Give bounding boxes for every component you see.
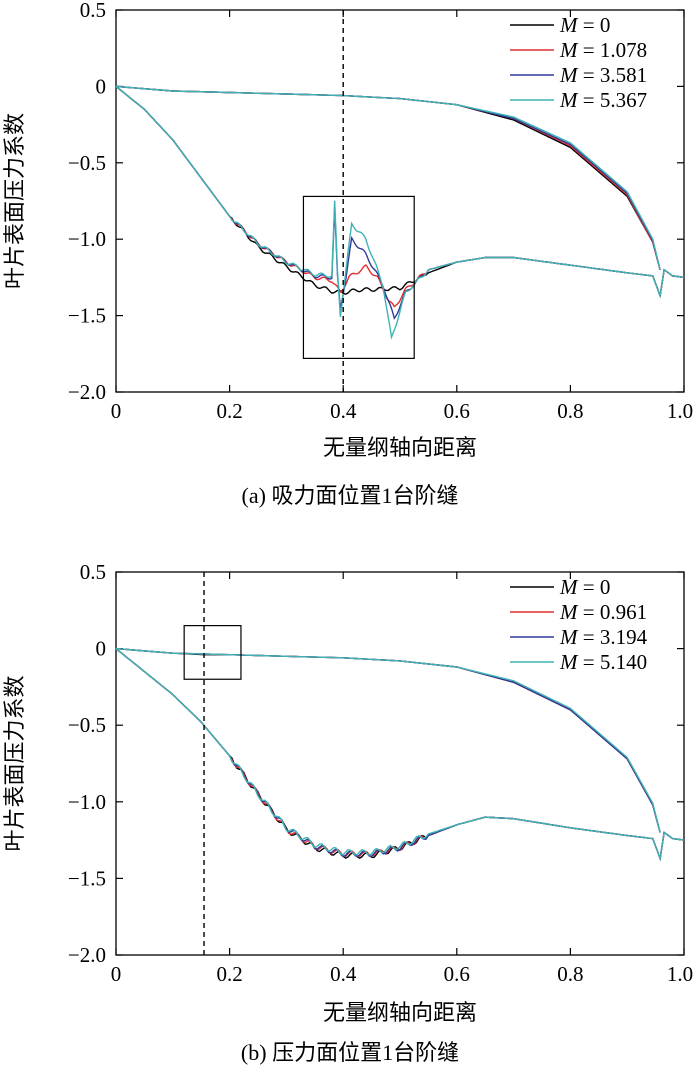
x-axis-title: 无量纲轴向距离 [323, 435, 477, 460]
x-axis-title: 无量纲轴向距离 [323, 1000, 477, 1025]
series-line-lower [115, 648, 685, 862]
y-axis-title: 叶片表面压力系数 [2, 675, 27, 851]
legend-label: M = 3.581 [559, 63, 647, 87]
plot-frame [115, 571, 685, 956]
x-tick-label: 0.2 [216, 962, 242, 986]
series-line-upper [115, 85, 661, 270]
series-line-lower [115, 85, 685, 320]
y-tick-label: −1.5 [68, 866, 106, 890]
plot-frame [115, 9, 685, 393]
x-tick-label: 1.0 [667, 399, 693, 423]
legend-label: M = 0 [559, 575, 610, 599]
x-tick-label: 1.0 [667, 962, 693, 986]
series-line-upper [115, 85, 661, 270]
series-line-upper [115, 647, 661, 833]
y-tick-label: −2.0 [68, 943, 106, 967]
x-tick-label: 0.6 [444, 399, 470, 423]
legend-label: M = 5.140 [559, 650, 647, 674]
x-tick-label: 0.2 [216, 399, 242, 423]
y-tick-label: −0.5 [68, 713, 106, 737]
figure-caption: (b) 压力面位置1台阶缝 [241, 1040, 459, 1065]
legend-label: M = 5.367 [559, 88, 647, 112]
y-axis-title: 叶片表面压力系数 [2, 113, 27, 289]
series-line-upper [115, 85, 661, 270]
highlight-box [302, 195, 415, 359]
x-tick-label: 0 [111, 962, 122, 986]
series-line-upper [115, 647, 661, 833]
series-line-lower [115, 648, 685, 862]
chart-panel-b: 0.50−0.5−1.0−1.5−2.00 0.2 0.4 0.6 0.8 1.0无量纲轴… [2, 560, 693, 1065]
y-tick-label: −1.0 [68, 227, 106, 251]
y-tick-label: −2.0 [68, 380, 106, 404]
y-tick-label: 0 [96, 637, 107, 661]
series-line-lower [115, 648, 685, 862]
legend-label: M = 0 [559, 13, 610, 37]
chart-panel-a: 0.50−0.5−1.0−1.5−2.00 0.2 0.4 0.6 0.8 1.0无量纲轴… [2, 0, 693, 508]
series-line-upper [115, 647, 661, 833]
series-line-upper [115, 85, 661, 270]
figure-caption: (a) 吸力面位置1台阶缝 [242, 483, 459, 508]
series-line-lower [115, 85, 685, 340]
y-tick-label: −1.0 [68, 790, 106, 814]
y-tick-label: −1.5 [68, 304, 106, 328]
x-tick-label: 0.8 [557, 962, 583, 986]
x-tick-label: 0.4 [330, 399, 357, 423]
series-line-lower [115, 648, 685, 862]
legend-label: M = 3.194 [559, 625, 648, 649]
highlight-box [183, 625, 242, 680]
y-tick-label: 0.5 [80, 0, 106, 22]
y-tick-label: 0 [96, 74, 107, 98]
series-line-upper [115, 647, 661, 833]
y-tick-label: 0.5 [80, 560, 106, 584]
series-line-lower [115, 85, 685, 299]
x-tick-label: 0 [111, 399, 122, 423]
x-tick-label: 0.8 [557, 399, 583, 423]
x-tick-label: 0.4 [330, 962, 357, 986]
legend-label: M = 0.961 [559, 600, 647, 624]
y-tick-label: −0.5 [68, 151, 106, 175]
legend-label: M = 1.078 [559, 38, 647, 62]
x-tick-label: 0.6 [444, 962, 470, 986]
